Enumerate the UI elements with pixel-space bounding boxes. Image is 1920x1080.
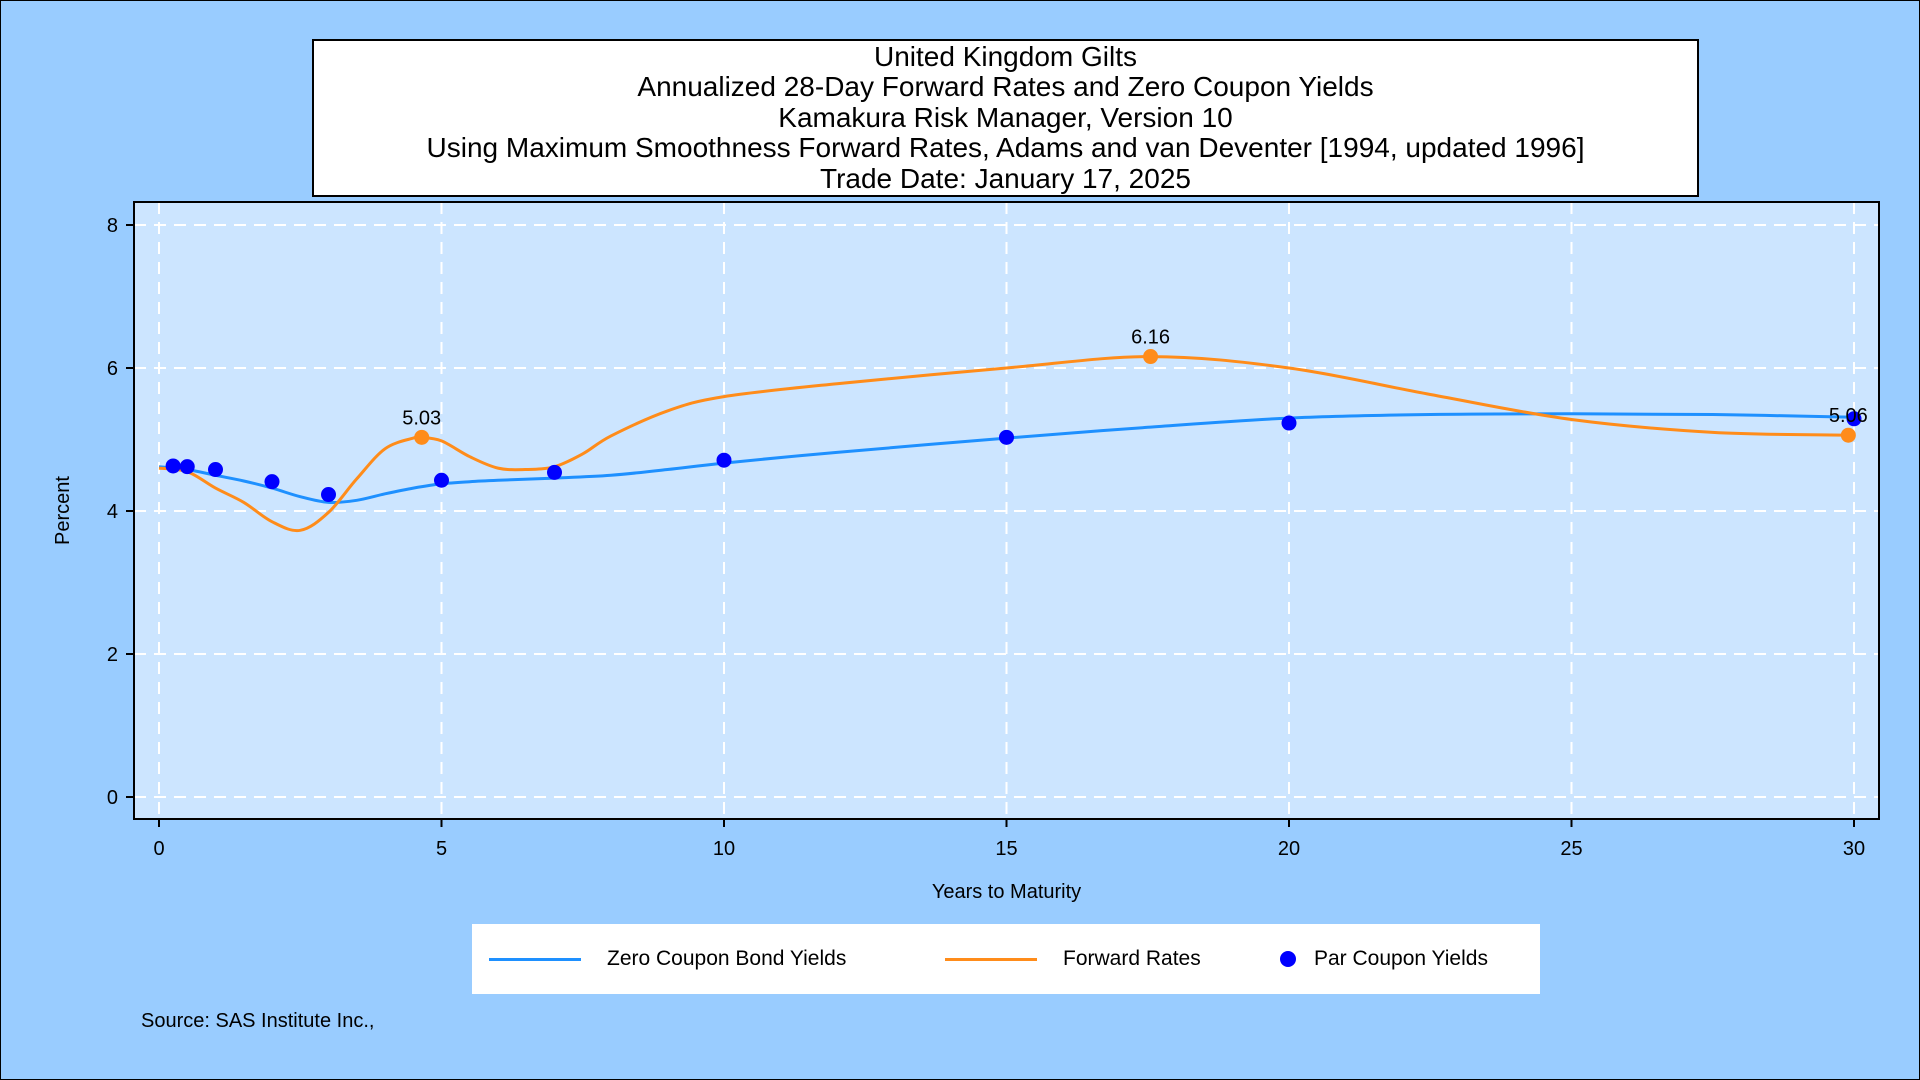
legend-label-par-coupon: Par Coupon Yields — [1314, 947, 1488, 970]
par-coupon-point-5 — [434, 472, 449, 488]
y-tick-label-1: 2 — [107, 644, 118, 666]
x-tick-label-0: 0 — [153, 838, 164, 860]
forward-rate-marker-2 — [1840, 427, 1856, 443]
legend-item-zero-coupon: Zero Coupon Bond Yields — [489, 924, 846, 994]
x-tick-label-1: 5 — [436, 838, 447, 860]
legend-label-forward-rates: Forward Rates — [1063, 947, 1201, 970]
legend-swatch-zero-coupon — [489, 957, 581, 961]
plot-area: 0 5 10 15 20 25 30 0 2 4 6 8 Years to Maturity Percen… — [52, 201, 1880, 903]
forward-rate-line — [158, 355, 1849, 533]
par-coupon-point-8 — [999, 429, 1014, 445]
y-axis-title: Percent — [52, 476, 74, 545]
par-coupon-point-0 — [165, 458, 181, 474]
legend-swatch-forward-rates — [945, 957, 1037, 961]
chart-title-line-3: Kamakura Risk Manager, Version 10 — [778, 101, 1233, 133]
chart-title-line-2: Annualized 28-Day Forward Rates and Zero… — [637, 71, 1374, 103]
y-tick-label-4: 8 — [107, 215, 118, 237]
y-tick-label-3: 6 — [107, 358, 118, 380]
x-axis-title: Years to Maturity — [932, 881, 1081, 903]
x-tick-label-2: 10 — [713, 838, 735, 860]
forward-rate-data-label-2: 5.06 — [1829, 405, 1868, 427]
forward-rate-data-label-0: 5.03 — [402, 407, 441, 429]
par-coupon-point-10 — [1846, 411, 1862, 427]
legend-swatch-par-coupon — [1280, 951, 1296, 967]
legend-label-zero-coupon: Zero Coupon Bond Yields — [607, 947, 847, 970]
par-coupon-point-9 — [1281, 415, 1297, 431]
par-coupon-point-1 — [179, 459, 195, 475]
x-tick-label-4: 20 — [1278, 838, 1300, 860]
y-tick-label-2: 4 — [107, 501, 118, 523]
x-tick-label-6: 30 — [1843, 838, 1865, 860]
forward-rate-marker-0 — [414, 429, 430, 445]
zero-coupon-yield-line — [158, 412, 1855, 505]
chart-title-line-1: United Kingdom Gilts — [873, 40, 1137, 72]
par-coupon-point-7 — [716, 452, 732, 468]
par-coupon-point-6 — [547, 464, 562, 480]
y-tick-label-0: 0 — [107, 787, 118, 809]
source-note: Source: SAS Institute Inc., — [141, 1010, 375, 1032]
chart-title-line-5: Trade Date: January 17, 2025 — [820, 162, 1191, 194]
par-coupon-point-2 — [208, 462, 223, 478]
x-tick-label-5: 25 — [1560, 838, 1582, 860]
x-tick-label-3: 15 — [995, 838, 1017, 860]
forward-rate-marker-1 — [1143, 349, 1159, 365]
forward-rate-data-label-1: 6.16 — [1131, 327, 1170, 349]
legend-item-forward-rates: Forward Rates — [945, 924, 1201, 994]
par-coupon-point-4 — [321, 487, 336, 503]
chart-title-box: United Kingdom Gilts Annualized 28-Day F… — [312, 39, 1699, 197]
chart-legend: Zero Coupon Bond Yields Forward Rates Pa… — [472, 924, 1540, 994]
par-coupon-point-3 — [264, 474, 280, 490]
legend-item-par-coupon: Par Coupon Yields — [1280, 924, 1488, 994]
chart-title-line-4: Using Maximum Smoothness Forward Rates, … — [426, 132, 1585, 164]
